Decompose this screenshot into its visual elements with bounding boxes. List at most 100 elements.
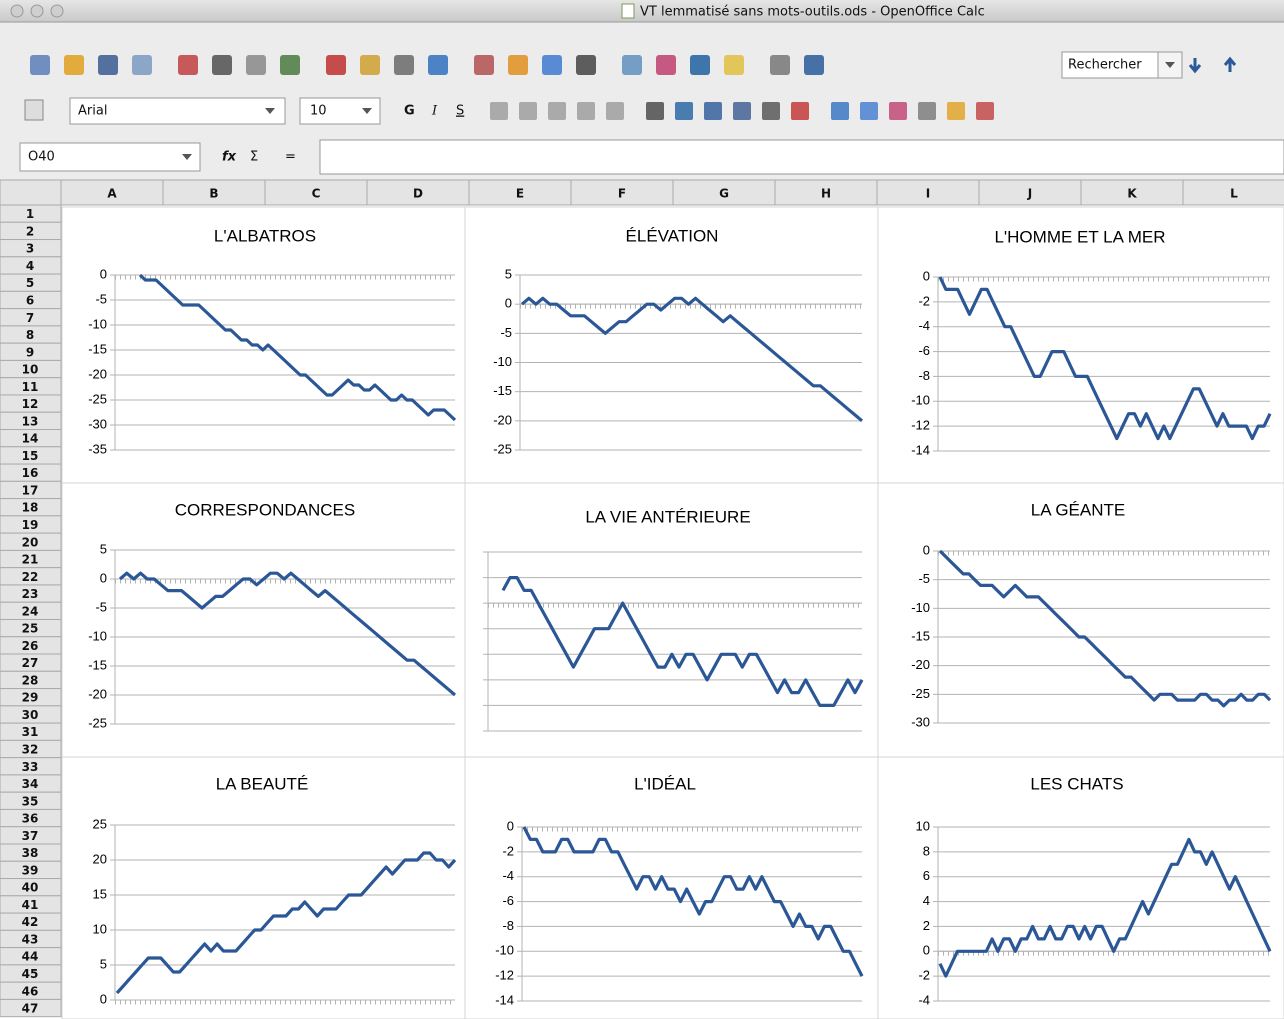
toolbar-button[interactable] [733,102,751,120]
toolbar-button[interactable] [490,102,508,120]
close-button[interactable] [11,5,23,17]
toolbar-button[interactable] [64,55,84,75]
toolbar-button[interactable] [360,55,380,75]
chart-title: ÉLÉVATION [626,226,719,245]
y-tick-label: -5 [95,291,107,306]
row-label: 30 [22,708,39,722]
standard-toolbar [30,55,1235,75]
toolbar-button[interactable] [690,55,710,75]
minimize-button[interactable] [31,5,43,17]
column-label: G [719,187,729,201]
toolbar-button[interactable] [831,102,849,120]
y-tick-label: 5 [505,266,512,281]
row-label: 7 [26,311,34,325]
y-tick-label: -20 [493,412,512,427]
row-label: 46 [22,984,39,998]
toolbar-button[interactable] [246,55,266,75]
column-label: I [926,187,930,201]
row-label: 38 [22,846,39,860]
row-label: 45 [22,967,39,981]
chart-area [878,757,1284,1019]
row-label: 2 [26,224,34,238]
toolbar-button[interactable] [704,102,722,120]
toolbar-button[interactable] [606,102,624,120]
toolbar-button[interactable] [724,55,744,75]
toolbar-button[interactable] [1190,58,1200,71]
font-size: 10 [310,104,327,119]
function-wizard-button[interactable]: fx [222,150,237,165]
row-label: 28 [22,673,39,687]
toolbar-button[interactable] [132,55,152,75]
equals-button[interactable]: = [285,150,296,165]
column-label: L [1230,187,1238,201]
toolbar-button[interactable] [280,55,300,75]
toolbar-button[interactable] [508,55,528,75]
chart-title: LA GÉANTE [1031,500,1125,519]
toolbar-button[interactable] [576,55,596,75]
toolbar-button[interactable] [770,55,790,75]
italic-button[interactable]: I [431,104,438,119]
toolbar-button[interactable] [860,102,878,120]
y-tick-label: -4 [918,992,930,1007]
styles-button[interactable] [25,100,43,120]
toolbar-button[interactable] [1225,59,1235,72]
y-tick-label: -30 [88,416,107,431]
toolbar-button[interactable] [428,55,448,75]
row-label: 40 [22,881,39,895]
toolbar-button[interactable] [326,55,346,75]
toolbar-button[interactable] [394,55,414,75]
toolbar-button[interactable] [947,102,965,120]
toolbar-button[interactable] [889,102,907,120]
toolbar-button[interactable] [474,55,494,75]
row-label: 24 [22,604,39,618]
toolbar-button[interactable] [577,102,595,120]
font-name: Arial [78,104,107,119]
chart[interactable]: LA VIE ANTÉRIEURE [465,483,878,757]
toolbar-button[interactable] [542,55,562,75]
y-tick-label: -10 [493,354,512,369]
y-tick-label: -14 [911,442,930,457]
chart-area [62,483,465,757]
y-tick-label: -25 [88,391,107,406]
row-label: 47 [22,1002,39,1016]
zoom-button[interactable] [51,5,63,17]
toolbar-button[interactable] [30,55,50,75]
formula-input[interactable] [320,140,1284,174]
underline-button[interactable]: S [456,104,464,119]
toolbar-button[interactable] [976,102,994,120]
toolbar-button[interactable] [212,55,232,75]
toolbar-button[interactable] [178,55,198,75]
y-tick-label: 8 [923,843,930,858]
toolbar-button[interactable] [791,102,809,120]
toolbar-button[interactable] [98,55,118,75]
row-label: 17 [22,483,39,497]
toolbar-button[interactable] [519,102,537,120]
y-tick-label: 0 [100,570,107,585]
y-tick-label: -20 [88,366,107,381]
row-label: 14 [22,432,39,446]
toolbar-button[interactable] [656,55,676,75]
toolbar-button[interactable] [804,55,824,75]
bold-button[interactable]: G [404,104,415,119]
formatting-toolbar [490,102,994,120]
toolbar-button[interactable] [622,55,642,75]
toolbar-button[interactable] [548,102,566,120]
toolbar-button[interactable] [762,102,780,120]
toolbar-button[interactable] [918,102,936,120]
row-label: 5 [26,276,34,290]
toolbar-button[interactable] [646,102,664,120]
row-label: 26 [22,639,39,653]
toolbar-button[interactable] [675,102,693,120]
sum-button[interactable]: Σ [250,150,258,165]
y-tick-label: -8 [918,368,930,383]
y-tick-label: -12 [495,968,514,983]
row-label: 18 [22,501,39,515]
